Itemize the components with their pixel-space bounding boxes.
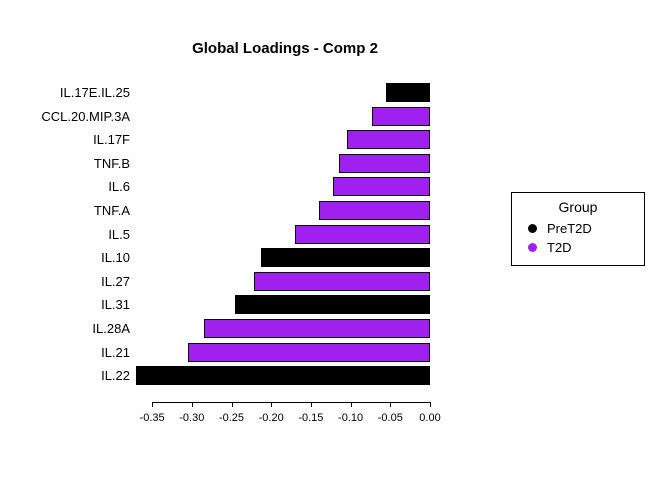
bar-IL.10 <box>260 248 430 268</box>
x-axis-tick-label: -0.35 <box>139 412 165 424</box>
x-axis-tick-label: -0.20 <box>258 412 284 424</box>
chart-title: Global Loadings - Comp 2 <box>192 40 378 57</box>
x-axis-tick-label: -0.30 <box>179 412 205 424</box>
x-axis-tick <box>310 402 312 407</box>
y-axis-label-CCL.20.MIP.3A: CCL.20.MIP.3A <box>41 108 130 124</box>
y-axis-label-IL.5: IL.5 <box>108 226 130 242</box>
y-axis-label-IL.28A: IL.28A <box>92 321 130 336</box>
x-axis-tick-label: -0.25 <box>218 412 245 424</box>
bar-IL.5 <box>295 224 430 244</box>
x-axis-tick-label: -0.10 <box>338 412 364 424</box>
bar-IL.21 <box>187 342 430 362</box>
bar-IL.17F <box>346 130 430 150</box>
bar-IL.6 <box>333 177 430 197</box>
x-axis-tick <box>350 402 352 407</box>
y-axis-label-IL.27: IL.27 <box>101 273 130 289</box>
legend-item-T2D: T2D <box>512 238 644 257</box>
bar-IL.17E.IL.25 <box>386 83 430 102</box>
y-axis-label-IL.17F: IL.17F <box>93 132 130 148</box>
legend-swatch-icon <box>528 243 537 252</box>
legend: Group PreT2D T2D <box>511 192 645 266</box>
bar-CCL.20.MIP.3A <box>372 106 430 126</box>
y-axis-label-IL.22: IL.22 <box>101 368 130 384</box>
bar-IL.28A <box>203 319 430 338</box>
x-axis-tick <box>231 402 233 407</box>
y-axis-label-IL.21: IL.21 <box>101 344 130 360</box>
legend-title: Group <box>558 199 598 215</box>
x-axis-tick-label: -0.05 <box>377 412 403 424</box>
x-axis-tick-label: -0.15 <box>298 412 324 424</box>
legend-items: PreT2D T2D <box>512 219 644 257</box>
x-axis-tick <box>271 402 273 407</box>
bar-TNF.A <box>318 201 430 220</box>
x-axis-tick-label: 0.00 <box>419 412 441 424</box>
legend-item-label: PreT2D <box>547 221 592 236</box>
y-axis-label-IL.31: IL.31 <box>101 297 130 313</box>
bar-IL.27 <box>253 271 430 291</box>
y-axis-label-TNF.B: TNF.B <box>93 155 130 171</box>
x-axis-tick <box>191 402 193 407</box>
y-axis-label-IL.10: IL.10 <box>101 250 130 266</box>
legend-swatch-icon <box>528 224 537 233</box>
y-axis-label-IL.17E.IL.25: IL.17E.IL.25 <box>59 85 130 100</box>
legend-item-label: T2D <box>547 240 572 255</box>
x-axis-tick <box>152 402 154 407</box>
y-axis-label-TNF.A: TNF.A <box>93 203 130 218</box>
bar-IL.22 <box>136 366 430 386</box>
legend-item-PreT2D: PreT2D <box>512 219 644 238</box>
bar-TNF.B <box>338 153 430 173</box>
y-axis-label-IL.6: IL.6 <box>108 179 130 195</box>
x-axis-tick <box>390 402 392 407</box>
x-axis-tick <box>430 402 431 407</box>
bar-IL.31 <box>235 295 430 315</box>
x-axis-line <box>152 402 430 403</box>
